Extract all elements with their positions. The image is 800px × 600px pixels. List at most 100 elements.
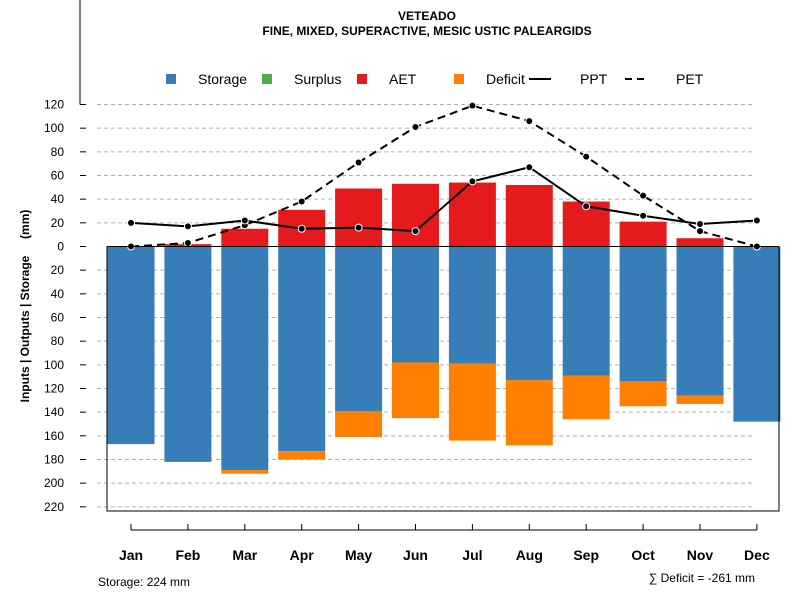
storage-footer: Storage: 224 mm [98,575,190,589]
legend: Storage Surplus AET Deficit PPT PET [166,71,704,87]
y-tick-label: 220 [44,500,64,514]
y-tick-label: 120 [44,381,64,395]
pet-point [411,122,420,131]
month-label: Jan [119,547,143,563]
ppt-point [183,222,192,231]
legend-label-storage: Storage [198,71,247,87]
ppt-point [752,216,761,225]
ppt-point [127,218,135,227]
storage-bar [392,246,439,363]
month-label: Mar [232,547,257,563]
ppt-point [582,202,591,211]
storage-bar [448,246,496,364]
month-label: Jul [462,547,482,563]
y-tick-label: 0 [57,240,64,254]
y-axis-label: Inputs | Outputs | Storage (mm) [18,210,32,403]
deficit-bar [278,451,326,460]
storage-bar [221,246,269,471]
legend-label-deficit: Deficit [486,71,525,87]
storage-bar [562,246,610,376]
ppt-point [411,227,420,236]
pet-point [354,158,363,167]
deficit-footer: ∑ Deficit = -261 mm [649,571,755,585]
aet-bar [221,228,269,247]
pet-point [696,227,704,236]
axes: 1201008060402002040608010012014016018020… [44,0,780,563]
ppt-point [639,211,648,220]
y-tick-label: 80 [51,334,65,348]
ppt-line [130,166,757,233]
month-label: May [345,547,372,563]
legend-swatch-storage [166,74,176,84]
storage-bar [676,246,724,396]
ppt-point [354,223,363,232]
ppt-point [240,216,249,225]
y-tick-label: 20 [51,263,65,277]
pet-point [183,238,192,247]
month-label: Jun [403,547,428,563]
month-label: Nov [687,547,714,563]
ppt-point [297,224,306,233]
legend-label-aet: AET [389,71,417,87]
aet-bar [505,184,553,247]
storage-bar [335,246,383,411]
aet-bar [392,183,439,247]
pet-point [297,197,306,206]
month-label: Feb [175,547,200,563]
plot-frame [106,246,780,512]
y-tick-label: 60 [51,310,65,324]
chart-title: VETEADO [398,9,456,23]
storage-bar [619,246,667,382]
month-label: Dec [744,547,770,563]
chart-subtitle: FINE, MIXED, SUPERACTIVE, MESIC USTIC PA… [262,24,591,38]
storage-bar [733,246,781,422]
legend-label-pet: PET [676,71,704,87]
y-tick-label: 40 [51,287,65,301]
deficit-bar [562,375,610,420]
legend-swatch-aet [357,74,367,84]
y-tick-label: 200 [44,476,64,490]
y-tick-label: 80 [51,145,65,159]
y-tick-label: 160 [44,429,64,443]
y-tick-label: 100 [44,358,64,372]
y-tick-label: 100 [44,121,64,135]
y-tick-label: 40 [51,192,65,206]
aet-bar [676,238,724,247]
deficit-bar [221,470,269,474]
month-label: Sep [573,547,599,563]
month-label: Aug [516,547,543,563]
ppt-point [525,163,534,172]
deficit-bar [335,410,383,438]
aet-bar [335,188,383,247]
ppt-point [468,177,477,186]
lines [127,101,761,251]
y-tick-label: 140 [44,405,64,419]
y-tick-label: 60 [51,169,65,183]
deficit-bar [676,395,724,404]
aet-bar [619,221,667,247]
storage-bar [505,246,553,381]
pet-line [130,104,758,248]
y-tick-label: 180 [44,452,64,466]
deficit-bar [505,380,553,446]
bars [107,182,781,474]
month-label: Oct [631,547,655,563]
deficit-bar [619,381,667,407]
storage-bar [107,246,155,445]
storage-bar [278,246,326,452]
pet-point [525,117,534,126]
legend-swatch-deficit [454,74,464,84]
y-tick-label: 20 [51,216,65,230]
month-label: Apr [290,547,315,563]
pet-point [468,101,477,110]
storage-bar [164,246,212,462]
legend-swatch-surplus [262,74,272,84]
legend-label-surplus: Surplus [294,71,341,87]
pet-point [582,152,591,161]
y-tick-label: 120 [44,98,64,112]
pet-point [639,191,648,200]
deficit-bar [448,363,496,441]
ppt-point [696,220,704,229]
deficit-bar [392,362,439,419]
